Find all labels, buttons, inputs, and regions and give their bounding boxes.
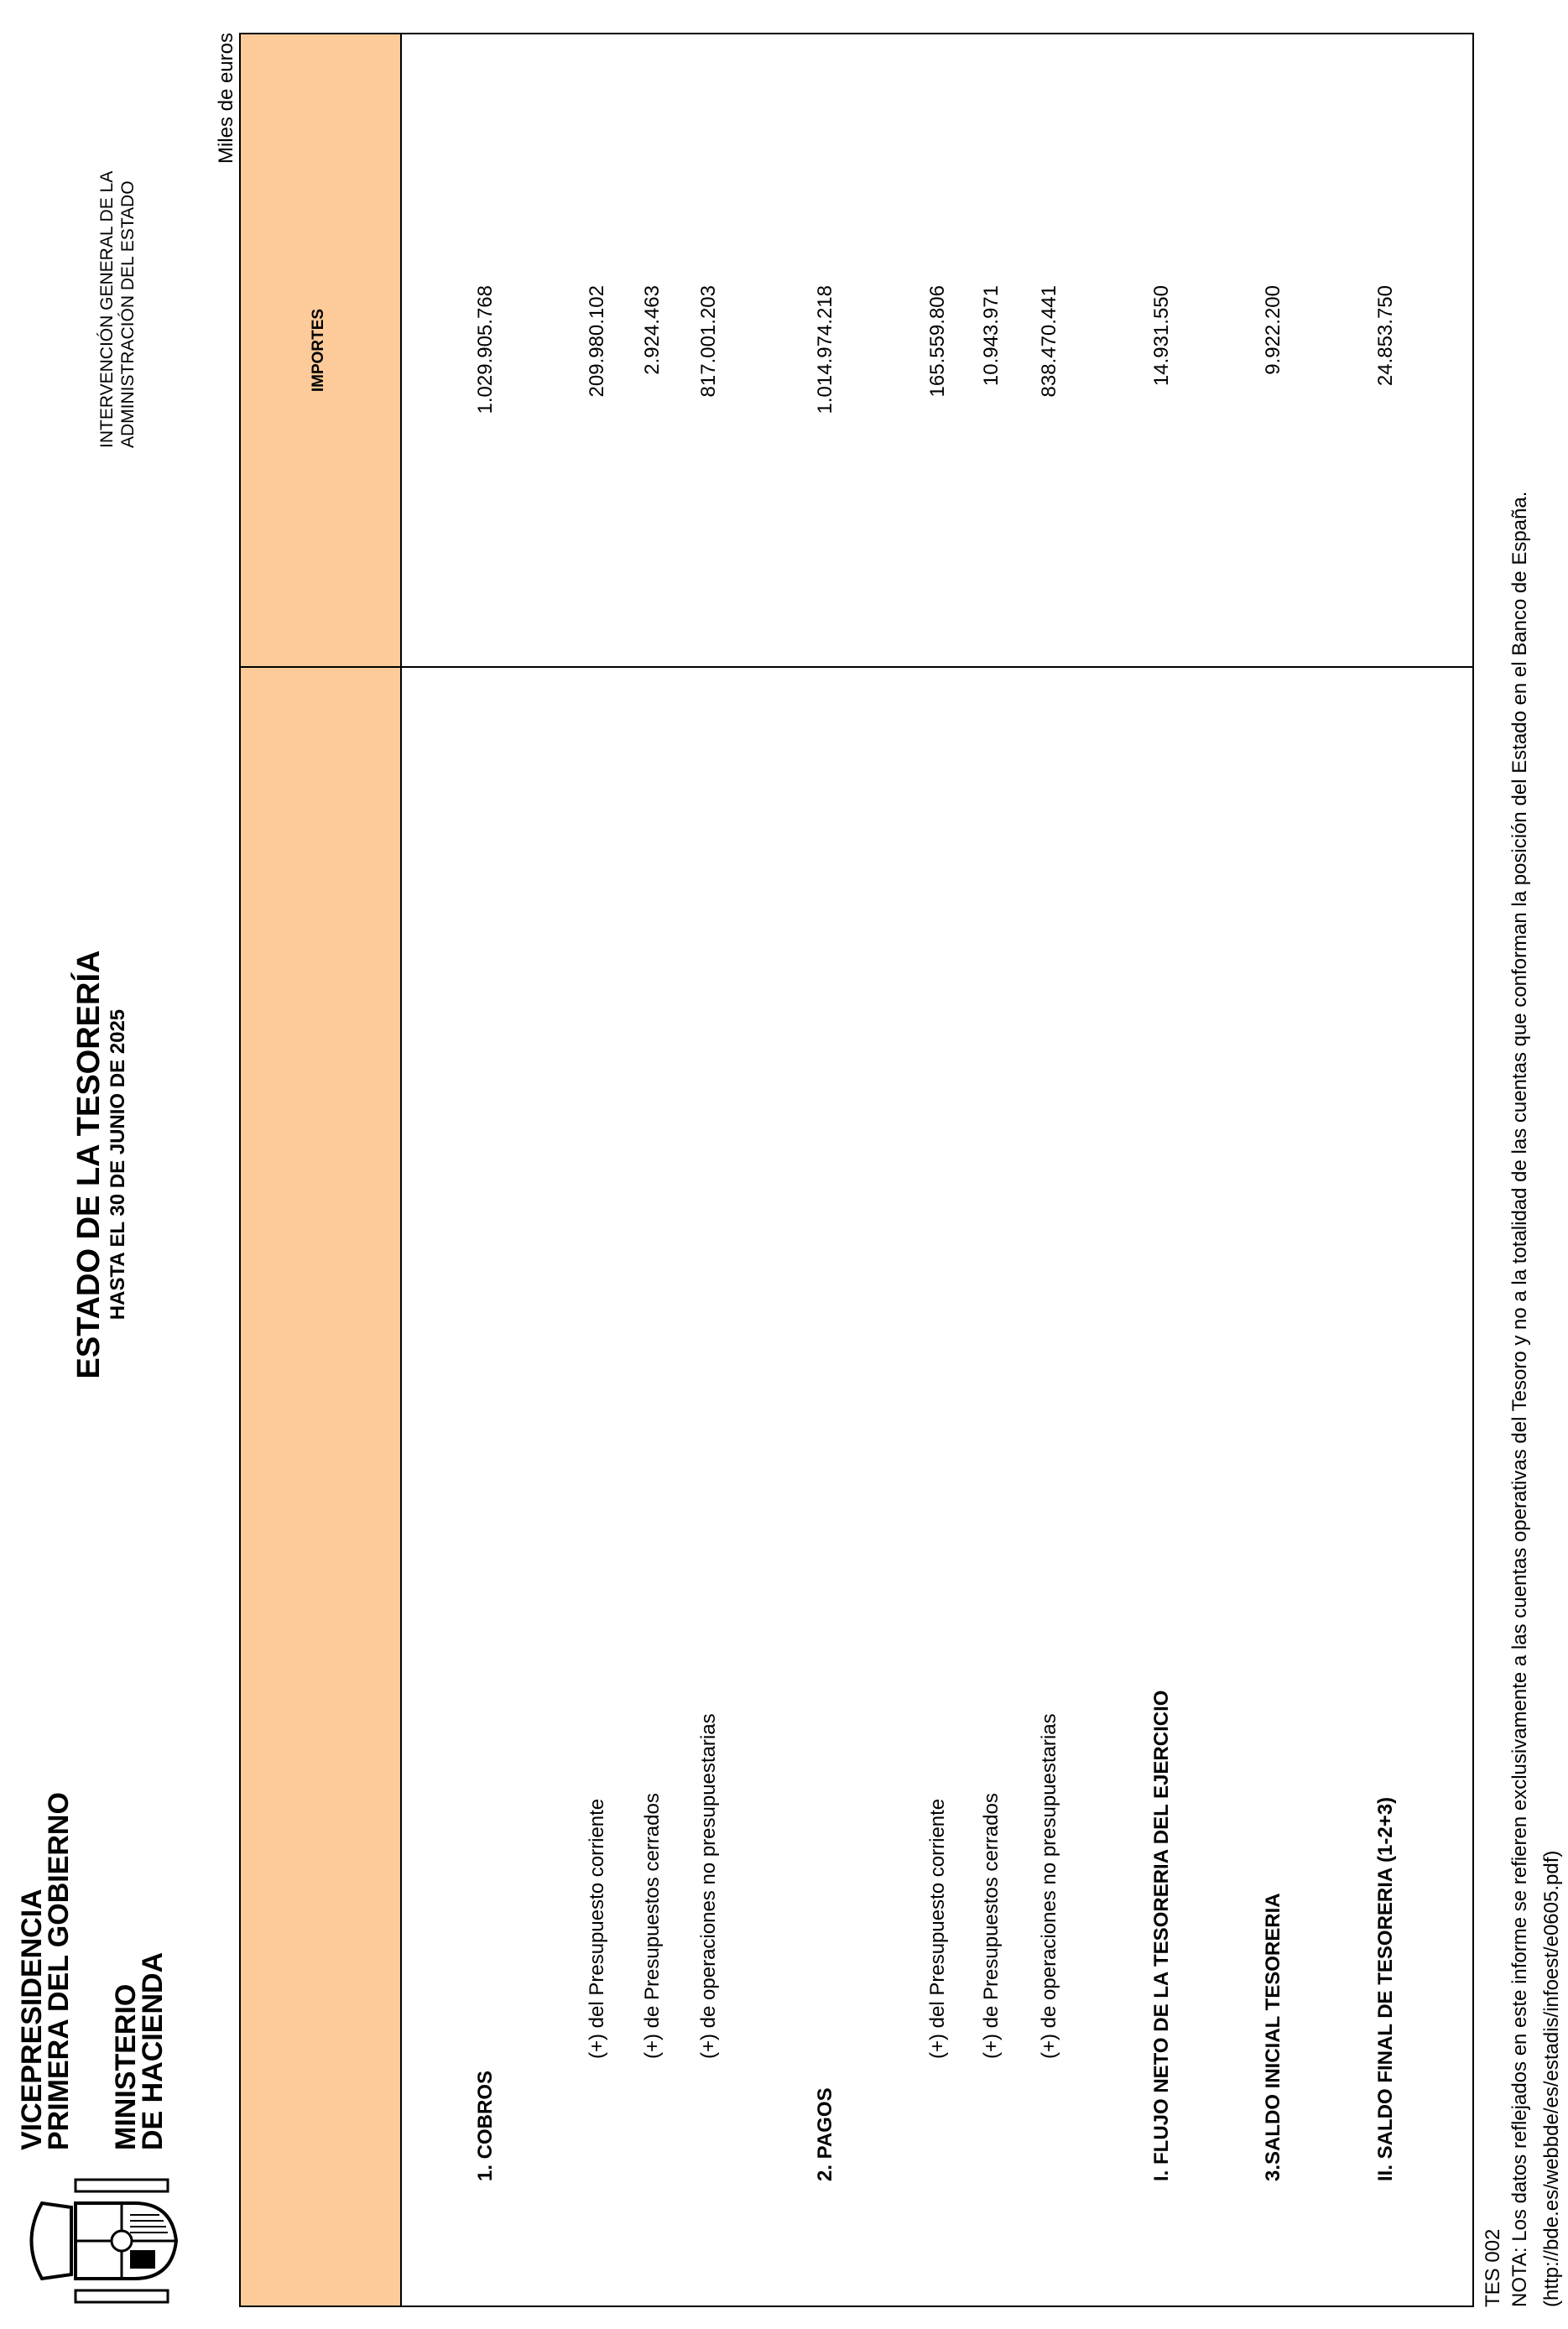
row-amount: 2.924.463 xyxy=(641,285,664,375)
row-pagos-amount: 1.014.974.218 xyxy=(814,285,836,414)
footer-note: NOTA: Los datos reflejados en este infor… xyxy=(1508,491,1531,2307)
treasury-table: IMPORTES 1. COBROS 1.029.905.768 (+) del… xyxy=(239,33,1474,2307)
row-label: (+) de Presupuestos cerrados xyxy=(641,1793,664,2059)
row-cobros-label: 1. COBROS xyxy=(474,2070,497,2181)
row-amount: 165.559.806 xyxy=(926,285,949,398)
row-saldo-inicial-label: 3.SALDO INICIAL TESORERIA xyxy=(1262,1893,1284,2181)
amount-column-header: IMPORTES xyxy=(310,308,327,393)
ministry-line-2: DE HACIENDA xyxy=(137,1951,169,2150)
row-label: (+) de operaciones no presupuestarias xyxy=(697,1713,720,2059)
row-flujo-neto-label: I. FLUJO NETO DE LA TESORERIA DEL EJERCI… xyxy=(1150,1690,1173,2181)
row-label: (+) de Presupuestos cerrados xyxy=(980,1793,1003,2059)
row-amount: 838.470.441 xyxy=(1038,285,1060,398)
row-cobros-amount: 1.029.905.768 xyxy=(474,285,497,414)
row-saldo-final-label: II. SALDO FINAL DE TESORERIA (1-2+3) xyxy=(1374,1796,1397,2181)
row-amount: 209.980.102 xyxy=(586,285,608,398)
agency-name: INTERVENCIÓN GENERAL DE LA ADMINISTRACIÓ… xyxy=(96,171,138,448)
row-label: (+) del Presupuesto corriente xyxy=(926,1798,949,2059)
units-label: Miles de euros xyxy=(215,33,237,164)
row-label: (+) de operaciones no presupuestarias xyxy=(1038,1713,1060,2059)
row-saldo-inicial-amount: 9.922.200 xyxy=(1262,285,1284,375)
row-pagos-label: 2. PAGOS xyxy=(814,2087,836,2181)
row-saldo-final-amount: 24.853.750 xyxy=(1374,285,1397,387)
coat-of-arms-logo xyxy=(29,2178,179,2304)
row-flujo-neto-amount: 14.931.550 xyxy=(1150,285,1173,387)
agency-line-1: INTERVENCIÓN GENERAL DE LA xyxy=(97,170,117,448)
column-divider xyxy=(241,666,1472,668)
org-line-1: VICEPRESIDENCIA xyxy=(16,1889,48,2150)
org-line-2: PRIMERA DEL GOBIERNO xyxy=(43,1792,75,2150)
org-name: VICEPRESIDENCIA PRIMERA DEL GOBIERNO xyxy=(16,1792,75,2150)
row-amount: 10.943.971 xyxy=(980,285,1003,387)
agency-line-2: ADMINISTRACIÓN DEL ESTADO xyxy=(118,180,138,448)
footer-url: (http://bde.es/webbde/es/estadis/infoest… xyxy=(1540,1850,1563,2307)
report-code: TES 002 xyxy=(1482,2228,1504,2307)
row-label: (+) del Presupuesto corriente xyxy=(586,1798,608,2059)
row-amount: 817.001.203 xyxy=(697,285,720,398)
